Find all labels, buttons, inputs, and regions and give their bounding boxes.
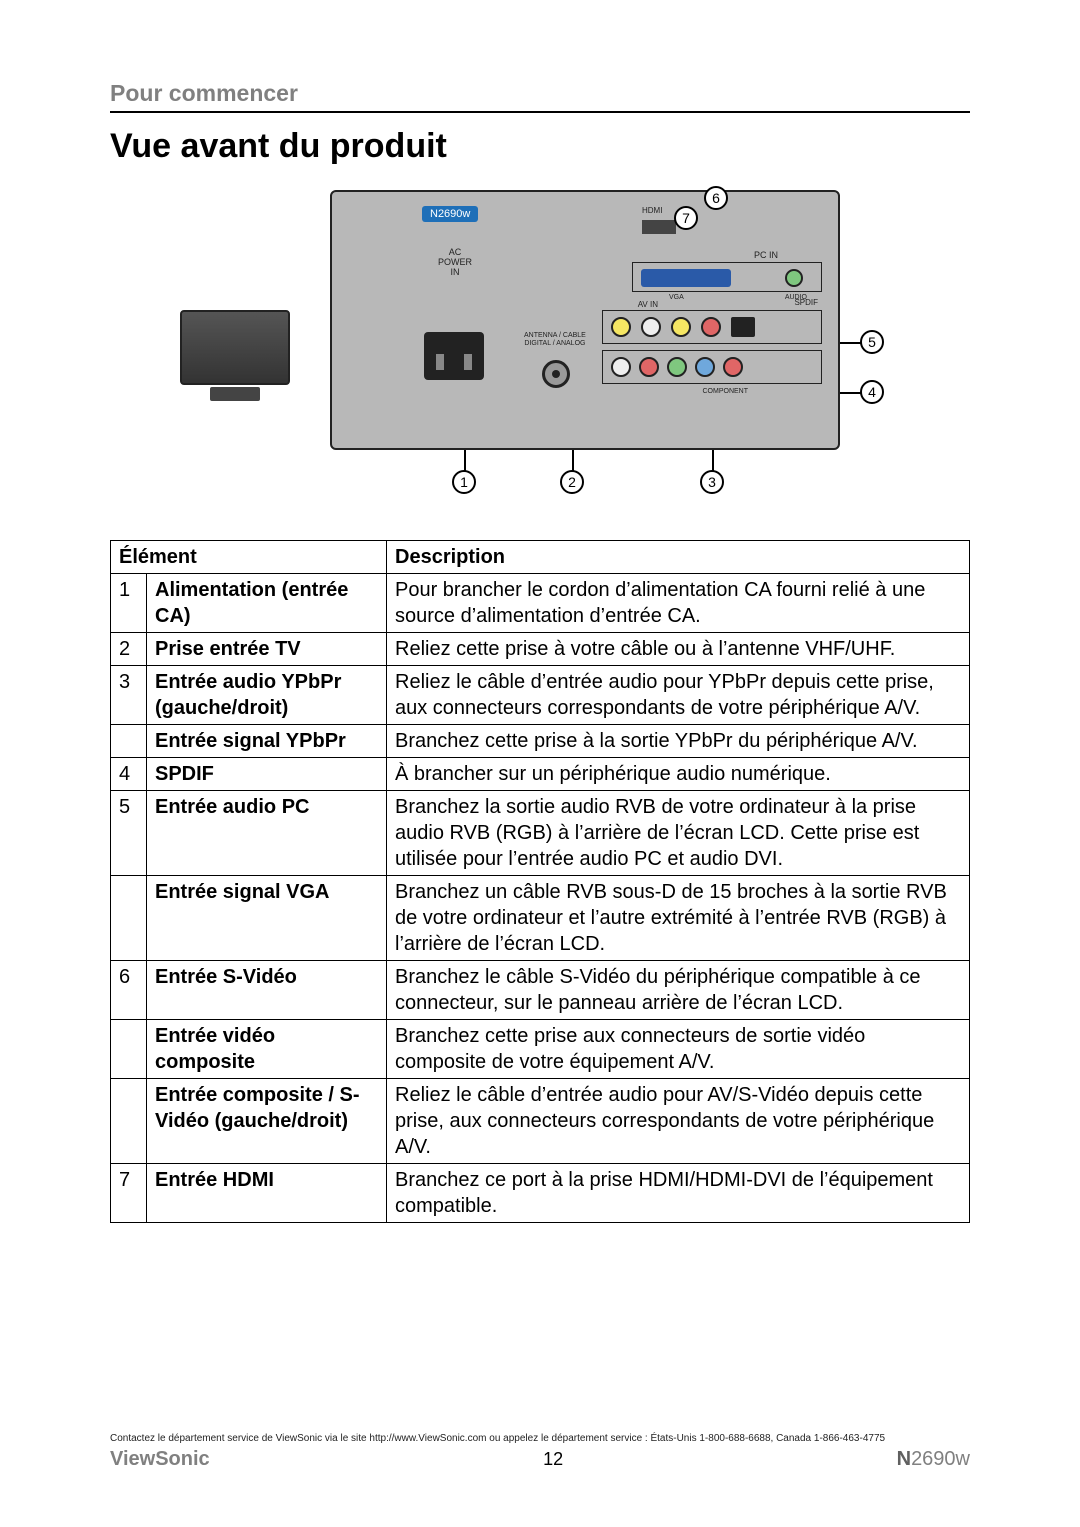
table-cell-desc: Reliez le câble d’entrée audio pour AV/S…	[387, 1079, 970, 1164]
page-title: Vue avant du produit	[110, 127, 970, 166]
table-cell-element: Entrée composite / S-Vidéo (gauche/droit…	[147, 1079, 387, 1164]
table-cell-num	[111, 1079, 147, 1164]
table-row: Entrée signal YPbPrBranchez cette prise …	[111, 725, 970, 758]
table-cell-element: Alimentation (entrée CA)	[147, 574, 387, 633]
rca-comp-r-icon	[639, 357, 659, 377]
ac-socket-icon	[424, 332, 484, 380]
footer-brand: ViewSonic	[110, 1448, 210, 1471]
table-cell-num: 1	[111, 574, 147, 633]
table-row: 7Entrée HDMIBranchez ce port à la prise …	[111, 1164, 970, 1223]
table-cell-num: 4	[111, 758, 147, 791]
av-in-box	[602, 310, 822, 344]
pcin-box: VGA AUDIO	[632, 262, 822, 292]
table-row: 4SPDIFÀ brancher sur un périphérique aud…	[111, 758, 970, 791]
hdmi-label: HDMI	[642, 206, 662, 215]
diagram-container: N2690w AC POWER IN ANTENNA / CABLE DIGIT…	[110, 190, 970, 500]
table-cell-num	[111, 725, 147, 758]
table-row: 5Entrée audio PCBranchez la sortie audio…	[111, 791, 970, 876]
rca-video-icon	[611, 317, 631, 337]
table-cell-num: 2	[111, 633, 147, 666]
table-cell-desc: Reliez cette prise à votre câble ou à l’…	[387, 633, 970, 666]
table-cell-num	[111, 1020, 147, 1079]
table-cell-desc: Branchez la sortie audio RVB de votre or…	[387, 791, 970, 876]
antenna-label: ANTENNA / CABLE DIGITAL / ANALOG	[524, 332, 586, 347]
table-row: Entrée vidéo compositeBranchez cette pri…	[111, 1020, 970, 1079]
footer-page-number: 12	[543, 1449, 563, 1470]
ac-power-label: AC POWER IN	[438, 248, 472, 278]
table-cell-element: Prise entrée TV	[147, 633, 387, 666]
coax-port-icon	[542, 360, 570, 388]
footer-fineprint: Contactez le département service de View…	[110, 1433, 970, 1444]
callout-1: 1	[452, 470, 476, 494]
rca-svideo-icon	[671, 317, 691, 337]
table-cell-element: Entrée audio PC	[147, 791, 387, 876]
pcin-label: PC IN	[754, 250, 778, 260]
table-cell-element: Entrée HDMI	[147, 1164, 387, 1223]
table-cell-element: Entrée signal VGA	[147, 876, 387, 961]
table-cell-element: Entrée S-Vidéo	[147, 961, 387, 1020]
table-cell-num: 5	[111, 791, 147, 876]
component-label: COMPONENT	[703, 388, 749, 395]
callout-4: 4	[860, 380, 884, 404]
rca-y-icon	[667, 357, 687, 377]
vga-label: VGA	[669, 294, 684, 301]
product-diagram: N2690w AC POWER IN ANTENNA / CABLE DIGIT…	[180, 190, 900, 500]
callout-lead	[712, 450, 714, 472]
front-tv-icon	[180, 310, 290, 410]
page-footer: Contactez le département service de View…	[110, 1433, 970, 1471]
hdmi-port-icon	[642, 220, 676, 234]
table-cell-element: Entrée signal YPbPr	[147, 725, 387, 758]
table-cell-desc: Branchez cette prise aux connecteurs de …	[387, 1020, 970, 1079]
table-row: 1Alimentation (entrée CA)Pour brancher l…	[111, 574, 970, 633]
table-cell-desc: Branchez cette prise à la sortie YPbPr d…	[387, 725, 970, 758]
table-cell-element: Entrée audio YPbPr (gauche/droit)	[147, 666, 387, 725]
table-cell-desc: Pour brancher le cordon d’alimentation C…	[387, 574, 970, 633]
callout-lead	[464, 450, 466, 472]
model-badge: N2690w	[422, 206, 478, 222]
table-row: 6Entrée S-VidéoBranchez le câble S-Vidéo…	[111, 961, 970, 1020]
callout-2: 2	[560, 470, 584, 494]
table-cell-element: Entrée vidéo composite	[147, 1020, 387, 1079]
rca-pb-icon	[695, 357, 715, 377]
callout-3: 3	[700, 470, 724, 494]
vga-port-icon	[641, 269, 731, 287]
spdif-port-icon	[731, 317, 755, 337]
callout-lead	[840, 392, 862, 394]
callout-lead	[572, 450, 574, 472]
table-cell-desc: À brancher sur un périphérique audio num…	[387, 758, 970, 791]
table-cell-desc: Branchez un câble RVB sous-D de 15 broch…	[387, 876, 970, 961]
table-cell-num	[111, 876, 147, 961]
table-cell-num: 3	[111, 666, 147, 725]
callout-lead	[840, 342, 862, 344]
rear-panel: N2690w AC POWER IN ANTENNA / CABLE DIGIT…	[330, 190, 840, 450]
component-box	[602, 350, 822, 384]
rca-comp-l-icon	[611, 357, 631, 377]
table-header-description: Description	[387, 541, 970, 574]
rca-pr-icon	[723, 357, 743, 377]
table-cell-desc: Branchez le câble S-Vidéo du périphériqu…	[387, 961, 970, 1020]
pc-audio-jack-icon	[785, 269, 803, 287]
table-cell-desc: Branchez ce port à la prise HDMI/HDMI-DV…	[387, 1164, 970, 1223]
callout-5: 5	[860, 330, 884, 354]
section-header: Pour commencer	[110, 80, 970, 113]
table-row: 2Prise entrée TVReliez cette prise à vot…	[111, 633, 970, 666]
rca-r-icon	[701, 317, 721, 337]
avin-label: AV IN	[638, 300, 658, 309]
table-row: Entrée composite / S-Vidéo (gauche/droit…	[111, 1079, 970, 1164]
callout-6: 6	[704, 186, 728, 210]
rca-l-icon	[641, 317, 661, 337]
spec-table: Élément Description 1Alimentation (entré…	[110, 540, 970, 1223]
table-cell-element: SPDIF	[147, 758, 387, 791]
table-row: Entrée signal VGABranchez un câble RVB s…	[111, 876, 970, 961]
callout-7: 7	[674, 206, 698, 230]
table-header-element: Élément	[111, 541, 387, 574]
table-cell-num: 6	[111, 961, 147, 1020]
table-cell-num: 7	[111, 1164, 147, 1223]
footer-model: N2690w	[897, 1448, 970, 1471]
spdif-label: SPDIF	[794, 298, 818, 307]
table-row: 3Entrée audio YPbPr (gauche/droit)Reliez…	[111, 666, 970, 725]
table-cell-desc: Reliez le câble d’entrée audio pour YPbP…	[387, 666, 970, 725]
